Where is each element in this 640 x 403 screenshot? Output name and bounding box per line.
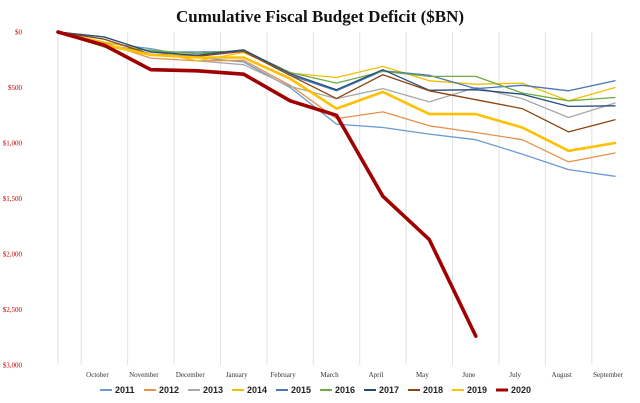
x-tick-label: January bbox=[226, 371, 248, 379]
x-tick-label: June bbox=[462, 371, 475, 379]
x-tick-label: November bbox=[129, 371, 159, 379]
series-line-2016 bbox=[57, 31, 616, 102]
legend-label-2011: 2011 bbox=[115, 385, 135, 395]
y-tick-label: $2,500 bbox=[3, 306, 23, 314]
legend-label-2020: 2020 bbox=[511, 385, 531, 395]
series-line-2011 bbox=[57, 31, 616, 177]
series-line-2019 bbox=[56, 30, 617, 153]
legend-label-2014: 2014 bbox=[247, 385, 267, 395]
x-tick-label: February bbox=[270, 371, 296, 379]
legend-label-2017: 2017 bbox=[379, 385, 399, 395]
x-tick-label: July bbox=[509, 371, 521, 379]
x-tick-label: December bbox=[176, 371, 205, 379]
legend-label-2015: 2015 bbox=[291, 385, 311, 395]
legend-label-2019: 2019 bbox=[467, 385, 487, 395]
series-lines bbox=[56, 30, 617, 338]
x-tick-label: October bbox=[86, 371, 109, 379]
legend-label-2013: 2013 bbox=[203, 385, 223, 395]
y-tick-label: $0 bbox=[15, 29, 23, 37]
y-tick-label: $500 bbox=[8, 84, 23, 92]
legend-label-2012: 2012 bbox=[159, 385, 179, 395]
x-tick-label: September bbox=[593, 371, 624, 379]
series-line-2013 bbox=[57, 31, 616, 119]
y-tick-label: $1,500 bbox=[3, 195, 23, 203]
legend-label-2018: 2018 bbox=[423, 385, 443, 395]
y-axis-tick-labels: $0 $500 $1,000 $1,500 $2,000 $2,500 $3,000 bbox=[3, 29, 23, 370]
series-line-2020 bbox=[56, 30, 478, 338]
series-line-2015 bbox=[57, 31, 616, 92]
y-tick-label: $1,000 bbox=[3, 140, 23, 148]
legend-label-2016: 2016 bbox=[335, 385, 355, 395]
chart-title: Cumulative Fiscal Budget Deficit ($BN) bbox=[176, 7, 464, 26]
legend: 2011 2012 2013 2014 2015 2016 2017 2018 2019 2020 bbox=[100, 385, 531, 395]
x-tick-label: May bbox=[416, 371, 429, 379]
y-tick-label: $2,000 bbox=[3, 251, 23, 259]
x-axis-tick-labels: October November December January February Ma… bbox=[86, 371, 623, 379]
x-tick-label: March bbox=[320, 371, 339, 379]
y-tick-label: $3,000 bbox=[3, 362, 23, 370]
x-tick-label: April bbox=[369, 371, 384, 379]
series-line-2017 bbox=[57, 31, 616, 108]
x-tick-label: August bbox=[552, 371, 572, 379]
grid-lines bbox=[57, 32, 593, 365]
